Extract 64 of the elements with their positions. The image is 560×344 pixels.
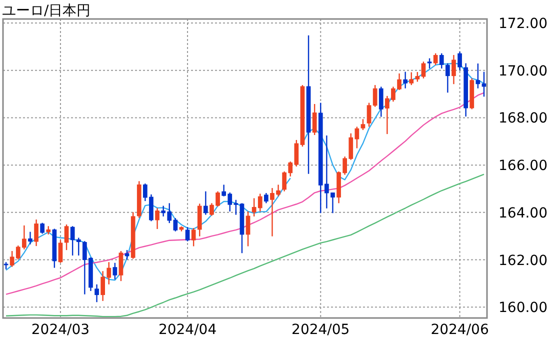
candlestick xyxy=(409,72,414,86)
candlestick xyxy=(324,134,329,209)
candlestick xyxy=(167,202,172,224)
candlestick xyxy=(384,95,390,135)
candlestick xyxy=(476,62,480,89)
candlestick xyxy=(312,103,317,136)
candlestick xyxy=(118,250,124,282)
candlestick xyxy=(234,199,238,216)
candlestick xyxy=(216,190,220,208)
candlestick xyxy=(191,227,196,247)
candlestick xyxy=(155,208,160,230)
candlestick xyxy=(173,217,178,232)
candlestick xyxy=(161,205,166,218)
candlestick xyxy=(34,218,38,247)
candlestick xyxy=(294,139,299,168)
candlestick xyxy=(106,262,112,285)
candlestick xyxy=(246,210,250,247)
candlestick xyxy=(70,226,75,256)
candlestick xyxy=(58,240,63,264)
candlestick xyxy=(378,86,384,118)
title: ユーロ/日本円 xyxy=(2,3,91,19)
candlestick xyxy=(142,182,148,202)
candlestick xyxy=(28,231,32,245)
candlestick xyxy=(197,203,202,237)
candlestick xyxy=(203,190,208,216)
candlestick xyxy=(270,187,274,237)
candlestick xyxy=(282,170,287,192)
candlestick xyxy=(415,71,420,82)
candlestick xyxy=(82,240,87,295)
candlestick xyxy=(185,226,190,242)
candlestick xyxy=(354,126,360,149)
candlestick xyxy=(76,237,81,256)
candlestick xyxy=(149,194,154,222)
candlestick xyxy=(252,198,256,218)
candlestick xyxy=(64,224,69,251)
candlestick xyxy=(94,284,99,303)
candlestick xyxy=(258,193,262,212)
candlestick xyxy=(439,52,444,70)
candlestick xyxy=(210,202,214,216)
candlestick xyxy=(330,192,335,214)
candlestick xyxy=(228,192,232,212)
candlestick xyxy=(397,72,402,91)
candlestick xyxy=(445,62,450,94)
candlestick xyxy=(391,86,396,102)
candlestick xyxy=(222,184,226,197)
candlestick xyxy=(348,132,354,160)
candlestick xyxy=(16,244,20,260)
candlestick xyxy=(10,250,14,268)
candlestick xyxy=(264,192,268,204)
candlestick xyxy=(288,160,293,178)
candlestick xyxy=(100,270,106,302)
candlestick xyxy=(360,118,366,131)
candlestick xyxy=(112,262,118,280)
candlestick xyxy=(403,71,408,89)
candlestick xyxy=(372,84,378,108)
candlestick xyxy=(452,54,456,85)
candlestick xyxy=(342,156,348,176)
candlestick xyxy=(427,58,432,70)
candlestick xyxy=(366,102,372,128)
candlestick xyxy=(433,52,438,66)
candlestick xyxy=(421,61,426,80)
candlestick xyxy=(458,51,462,71)
candlestick xyxy=(22,224,26,250)
candlestick xyxy=(276,184,280,197)
